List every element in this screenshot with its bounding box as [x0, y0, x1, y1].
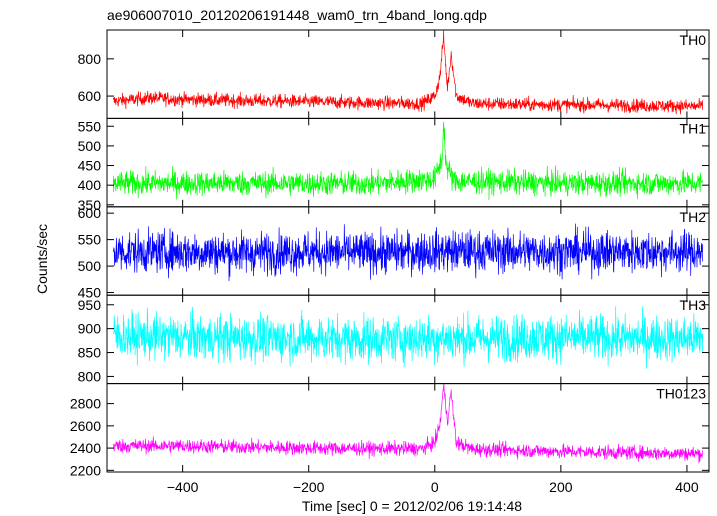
y-tick-label-th2: 500 [78, 258, 102, 274]
x-axis-label: Time [sec] 0 = 2012/02/06 19:14:48 [302, 498, 522, 514]
y-tick-label-th3: 850 [78, 345, 102, 361]
series-label-th2: TH2 [680, 209, 707, 225]
chart-title: ae906007010_20120206191448_wam0_trn_4ban… [107, 7, 487, 23]
y-tick-label-th0123: 2800 [70, 396, 101, 412]
series-th3-line [112, 306, 704, 369]
series-th0-line [112, 29, 704, 115]
y-tick-label-th0: 600 [78, 88, 102, 104]
series-label-th0: TH0 [680, 32, 707, 48]
series-th2-line [112, 223, 704, 282]
y-tick-label-th0123: 2400 [70, 440, 101, 456]
series-label-th0123: TH0123 [656, 386, 706, 402]
y-tick-label-th1: 450 [78, 158, 102, 174]
y-tick-label-th3: 900 [78, 321, 102, 337]
y-tick-label-th0123: 2600 [70, 418, 101, 434]
y-tick-label-th0: 800 [78, 51, 102, 67]
y-tick-label-th1: 350 [78, 197, 102, 213]
y-tick-label-th2: 450 [78, 285, 102, 301]
y-tick-label-th2: 550 [78, 232, 102, 248]
y-tick-label-th1: 550 [78, 118, 102, 134]
y-axis-label: Counts/sec [34, 224, 50, 294]
panels-group: 600 800 TH0 350 400 450 500 550 TH1 450 500 550 600 T… [70, 29, 710, 495]
y-tick-label-th1: 500 [78, 138, 102, 154]
series-label-th1: TH1 [680, 120, 707, 136]
y-tick-label-th1: 400 [78, 177, 102, 193]
y-tick-label-th2: 600 [78, 205, 102, 221]
series-th1-line [112, 121, 704, 201]
x-tick-label: 200 [549, 479, 573, 495]
y-tick-label-th0123: 2200 [70, 462, 101, 478]
panel-th0123-frame [106, 383, 710, 473]
x-tick-label: 0 [431, 479, 439, 495]
series-th0123-line [112, 383, 704, 464]
x-tick-label: −200 [293, 479, 325, 495]
x-tick-label: −400 [167, 479, 199, 495]
x-tick-label: 400 [675, 479, 699, 495]
y-tick-label-th3: 800 [78, 368, 102, 384]
series-label-th3: TH3 [680, 297, 707, 313]
y-tick-label-th3: 950 [78, 297, 102, 313]
